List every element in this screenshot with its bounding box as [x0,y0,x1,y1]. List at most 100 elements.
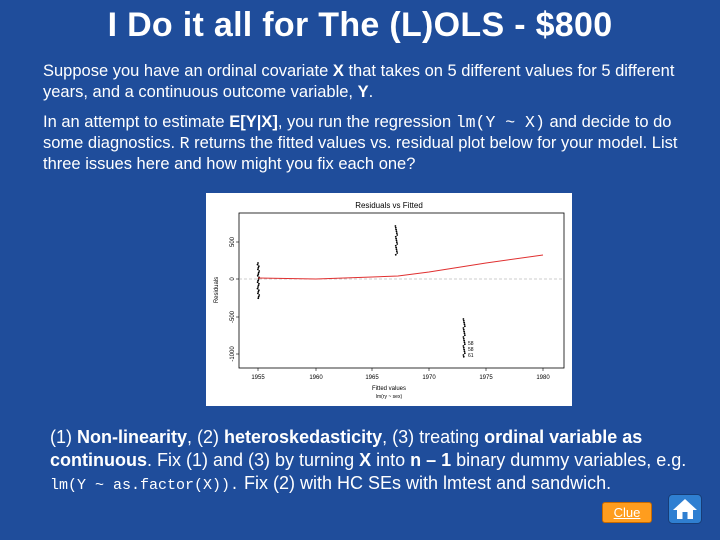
residual-point [463,321,466,324]
residual-point [257,271,260,274]
residual-point [463,332,466,335]
residual-point [463,325,466,328]
outlier-labels: 58 58 61 [468,341,474,359]
residual-point [256,274,259,277]
residual-point [463,348,466,351]
residual-point [256,268,259,271]
answer-bold-x: X [359,450,372,470]
y-axis: 500 0 -500 -1000 Residuals [214,236,239,362]
outlier-label: 58 [468,341,474,347]
residual-point [258,282,260,285]
residual-point [395,239,398,242]
residual-point [395,250,398,253]
outlier-label: 58 [468,347,474,353]
plot-title: Residuals vs Fitted [355,201,423,210]
q1-bold-y: Y [357,83,369,101]
residual-point [257,289,260,292]
residual-point [257,295,260,298]
question-paragraph-2: In an attempt to estimate E[Y|X], you ru… [43,112,683,175]
residual-point [395,237,398,240]
answer-text: (1) Non-linearity, (2) heteroskedasticit… [50,426,690,497]
residual-point [394,244,397,247]
residual-point [462,318,465,320]
residual-point [257,273,260,276]
residual-point [462,354,465,356]
residual-point [395,248,398,251]
residual-point [394,235,397,238]
residual-point [258,270,261,272]
residual-point [257,278,260,280]
residual-point [462,328,465,331]
residual-point [257,262,259,264]
residual-point [256,281,259,284]
residual-points [256,225,466,358]
q1-bold-x: X [332,62,344,80]
residual-point [462,346,465,349]
clue-button[interactable]: Clue [602,502,652,523]
residual-point [257,284,260,287]
residual-point [395,232,398,235]
answer-bold-heteroskedasticity: heteroskedasticity [224,427,383,447]
x-tick-label: 1980 [536,375,550,381]
answer-text-5: into [371,450,411,470]
q2-code-r: R [179,134,190,153]
residual-point [463,323,466,326]
residual-point [395,228,398,231]
residuals-plot-svg: Residuals vs Fitted 500 0 -500 -1000 Res… [214,201,565,400]
residual-point [257,266,260,269]
residual-point [258,294,261,296]
plot-frame [238,212,565,369]
outlier-label: 61 [468,353,474,359]
residual-point [395,241,398,244]
answer-text-7: Fix (2) with HC SEs with lmtest and sand… [239,473,612,493]
y-tick-label: 0 [230,277,236,281]
residual-point [256,292,259,295]
slide-title: I Do it all for The (L)OLS - $800 [107,6,613,44]
q2-bold-estimand: E[Y|X] [229,113,278,131]
answer-bold-ordinal: ordinal variable as continuous [50,427,643,470]
answer-text-4: . Fix (1) and (3) by turning [147,450,360,470]
residual-point [394,225,397,227]
residual-point [257,265,260,268]
q1-text-2: that takes on 5 different values for 5 d… [43,62,675,101]
lowess-smoother-line [257,254,544,280]
residual-point [462,327,465,329]
answer-bold-n-minus-1: n – 1 [410,450,452,470]
x-tick-label: 1975 [479,375,493,381]
x-axis-label: Fitted values [372,386,406,392]
residual-point [396,234,399,236]
residual-point [463,334,466,337]
q1-text-1: Suppose you have an ordinal covariate [43,62,333,80]
residual-point [463,339,466,342]
answer-text-6: binary dummy variables, e.g. [451,450,687,470]
residuals-plot: Residuals vs Fitted 500 0 -500 -1000 Res… [206,193,572,406]
x-tick-label: 1955 [251,375,265,381]
residual-point [462,345,465,347]
y-tick-label: 500 [230,236,236,247]
answer-bold-nonlinearity: Non-linearity [77,427,188,447]
home-icon [668,494,702,524]
residual-point [396,243,399,245]
residual-point [396,252,399,254]
residual-point [394,226,397,229]
y-tick-label: -1000 [230,346,236,362]
residual-point [395,246,398,249]
answer-text-2: , (2) [187,427,225,447]
residual-point [257,286,259,288]
residual-point [463,341,466,344]
q2-text-2: , you run the regression [277,113,456,131]
answer-code-factor: lm(Y ~ as.factor(X)). [50,477,240,494]
residual-point [394,253,397,256]
residual-point [463,352,466,355]
residual-point [463,343,466,346]
answer-text-3: , (3) treating [382,427,485,447]
residual-point [256,287,259,290]
q2-code-regression: lm(Y ~ X) [455,113,545,132]
home-button[interactable] [668,494,702,524]
residual-point [395,230,398,233]
residual-point [256,263,259,266]
x-tick-label: 1970 [422,375,436,381]
y-axis-label: Residuals [214,277,220,303]
q2-text-1: In an attempt to estimate [43,113,230,131]
residual-point [257,279,260,282]
